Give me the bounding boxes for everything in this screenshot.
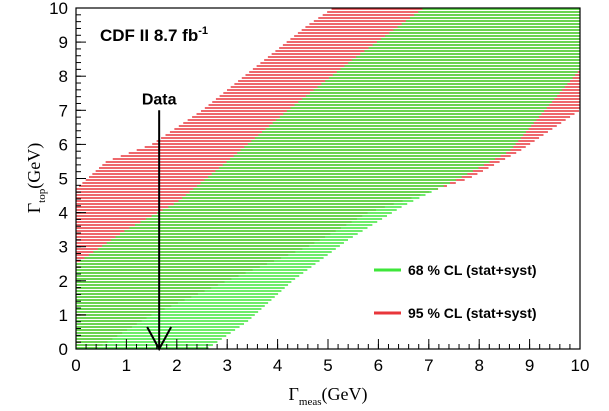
y-tick-label: 0 — [59, 340, 68, 359]
y-axis-symbol: Γ — [24, 203, 44, 213]
confidence-bands — [76, 8, 580, 349]
x-tick-label: 5 — [323, 356, 332, 375]
title-main: CDF II 8.7 fb — [100, 26, 198, 45]
y-tick-label: 6 — [59, 135, 68, 154]
axis-ticks: 0 1 2 3 4 5 6 7 8 9 10 0 1 2 3 4 5 6 7 8 9 10 — [49, 0, 589, 375]
y-tick-label: 7 — [59, 101, 68, 120]
data-arrow-head — [146, 326, 173, 352]
x-tick-label: 3 — [222, 356, 231, 375]
y-tick-label: 1 — [59, 306, 68, 325]
legend-label-68: 68 % CL (stat+syst) — [408, 262, 537, 278]
x-tick-label: 7 — [424, 356, 433, 375]
y-tick-label: 8 — [59, 67, 68, 86]
x-tick-label: 0 — [71, 356, 80, 375]
y-tick-label: 9 — [59, 33, 68, 52]
x-axis-symbol: Γ — [289, 384, 299, 404]
x-tick-label: 6 — [374, 356, 383, 375]
y-tick-label: 3 — [59, 238, 68, 257]
x-axis-subscript: meas — [299, 396, 322, 408]
x-tick-label: 2 — [172, 356, 181, 375]
legend-label-95: 95 % CL (stat+syst) — [408, 305, 537, 321]
plot-frame — [75, 7, 581, 350]
x-tick-label: 10 — [571, 356, 590, 375]
band-68 — [76, 8, 580, 349]
x-axis-title: Γmeas(GeV) — [289, 384, 368, 408]
x-axis-unit: (GeV) — [322, 384, 368, 405]
y-tick-label: 2 — [59, 272, 68, 291]
y-tick-label: 10 — [49, 0, 68, 18]
y-tick-label: 5 — [59, 170, 68, 189]
y-axis-unit: (GeV) — [24, 143, 45, 189]
chart-title: CDF II 8.7 fb-1 — [100, 25, 208, 45]
data-annotation: Data — [142, 91, 177, 352]
x-tick-label: 4 — [273, 356, 282, 375]
y-tick-label: 4 — [59, 204, 68, 223]
legend: 68 % CL (stat+syst) 95 % CL (stat+syst) — [374, 262, 537, 321]
x-tick-label: 1 — [122, 356, 131, 375]
x-tick-label: 9 — [525, 356, 534, 375]
x-tick-label: 8 — [474, 356, 483, 375]
y-axis-subscript: top — [36, 188, 48, 203]
title-superscript: -1 — [198, 25, 208, 37]
data-label: Data — [142, 91, 177, 108]
svg-text:CDF II 8.7 fb-1: CDF II 8.7 fb-1 — [100, 25, 208, 45]
y-axis-title: Γtop(GeV) — [24, 143, 48, 213]
